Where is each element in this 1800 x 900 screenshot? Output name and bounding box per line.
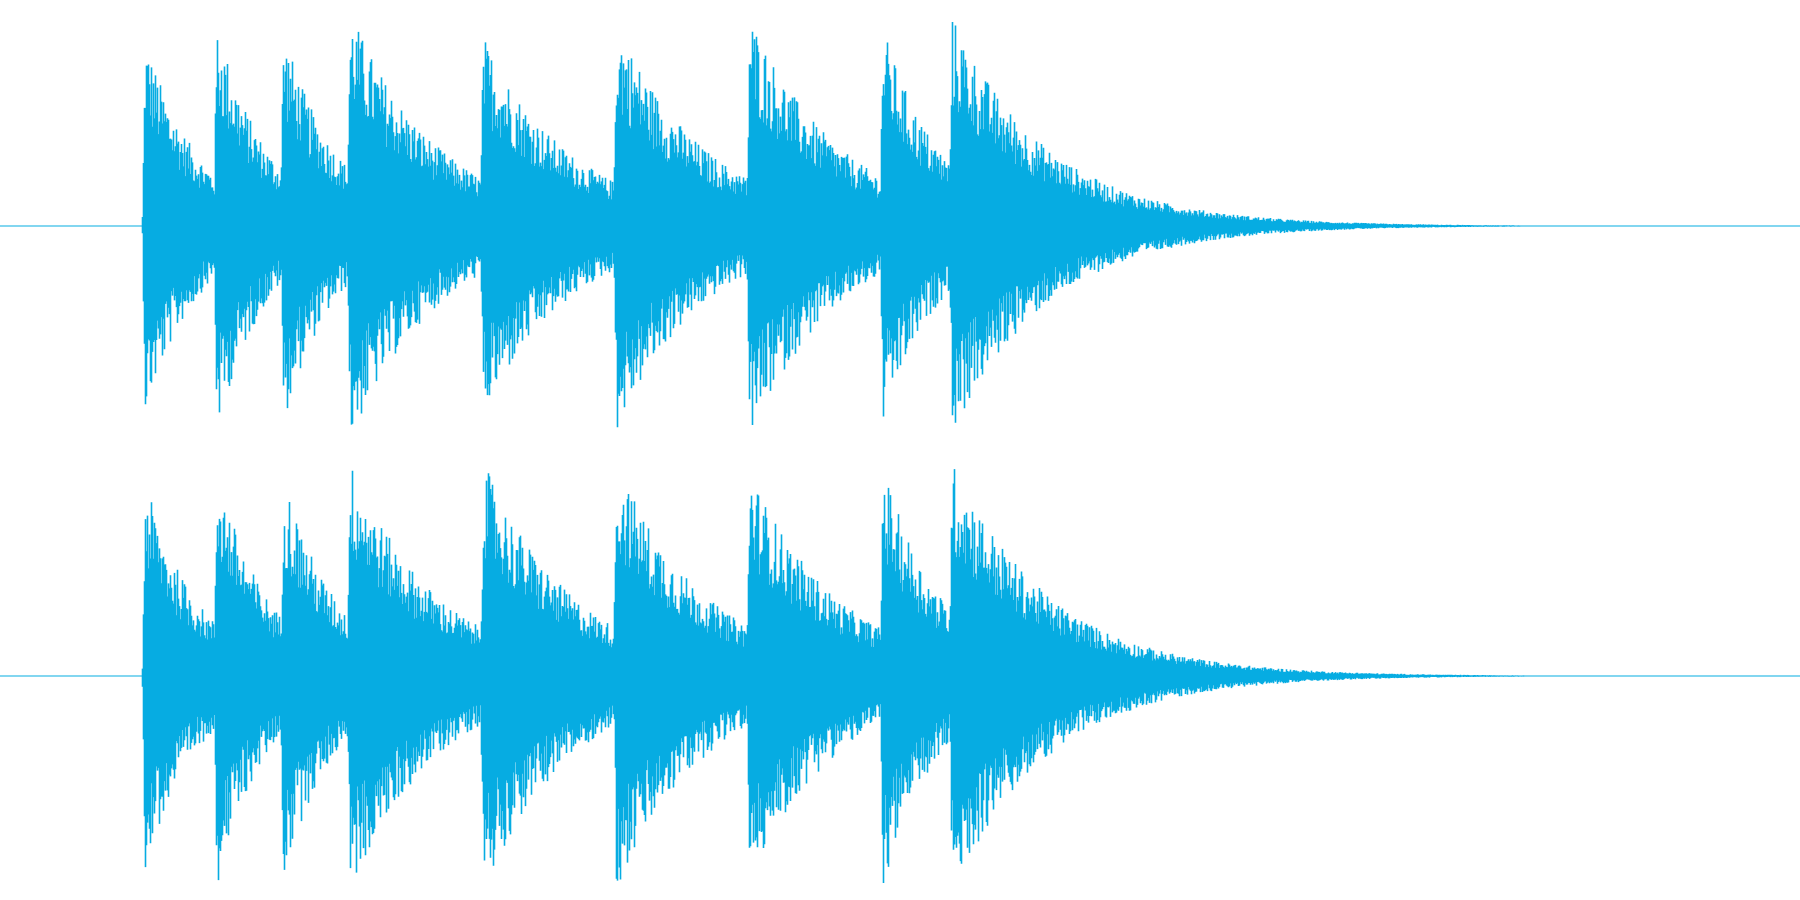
channel-1-waveform[interactable]: [0, 22, 1800, 428]
channel-signal: [141, 22, 1521, 428]
channel-2-waveform[interactable]: [0, 469, 1800, 883]
channel-signal: [141, 469, 1525, 883]
